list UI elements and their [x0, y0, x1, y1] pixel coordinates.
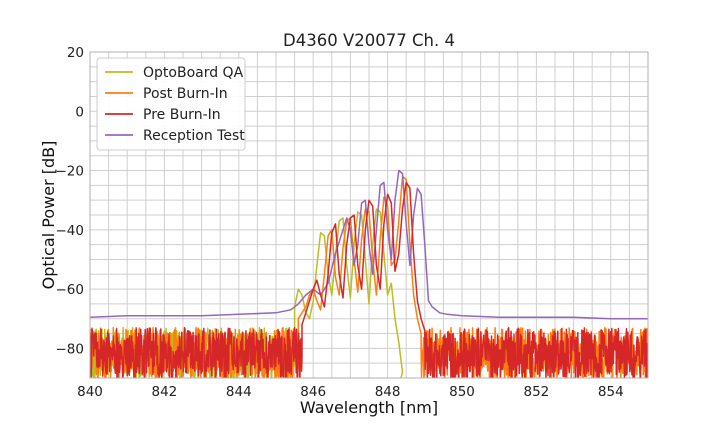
legend-label: Post Burn-In: [143, 86, 228, 102]
x-tick-label: 850: [449, 384, 475, 400]
legend-label: Pre Burn-In: [143, 107, 221, 123]
plot-frame: [89, 51, 649, 379]
series-line-reception-test: [90, 169, 648, 320]
x-tick-label: 842: [152, 384, 178, 400]
y-tick-label: −80: [56, 341, 85, 357]
y-tick-labels: 20 0 −20 −40 −60 −80: [56, 45, 85, 357]
x-tick-label: 846: [300, 384, 326, 400]
x-tick-label: 854: [598, 384, 624, 400]
series-layer: [90, 169, 648, 378]
legend: OptoBoard QA Post Burn-In Pre Burn-In Recep…: [96, 57, 246, 151]
x-axis-label: Wavelength [nm]: [300, 398, 438, 417]
x-tick-label: 852: [524, 384, 550, 400]
legend-box: [96, 57, 246, 151]
x-tick-label: 844: [226, 384, 252, 400]
legend-label: Reception Test: [143, 128, 245, 144]
chart-title: D4360 V20077 Ch. 4: [283, 31, 455, 50]
x-tick-labels: 840 842 844 846 848 850 852 854: [77, 384, 624, 400]
x-tick-label: 848: [375, 384, 401, 400]
x-tick-label: 840: [77, 384, 103, 400]
y-axis-label: Optical Power [dB]: [39, 141, 58, 290]
y-tick-label: 0: [75, 104, 84, 120]
y-tick-label: −20: [56, 164, 85, 180]
y-tick-label: −40: [56, 223, 85, 239]
y-tick-label: 20: [67, 45, 84, 61]
series-line-pre-burn-in: [90, 181, 648, 378]
y-tick-label: −60: [56, 282, 85, 298]
legend-label: OptoBoard QA: [143, 65, 244, 81]
